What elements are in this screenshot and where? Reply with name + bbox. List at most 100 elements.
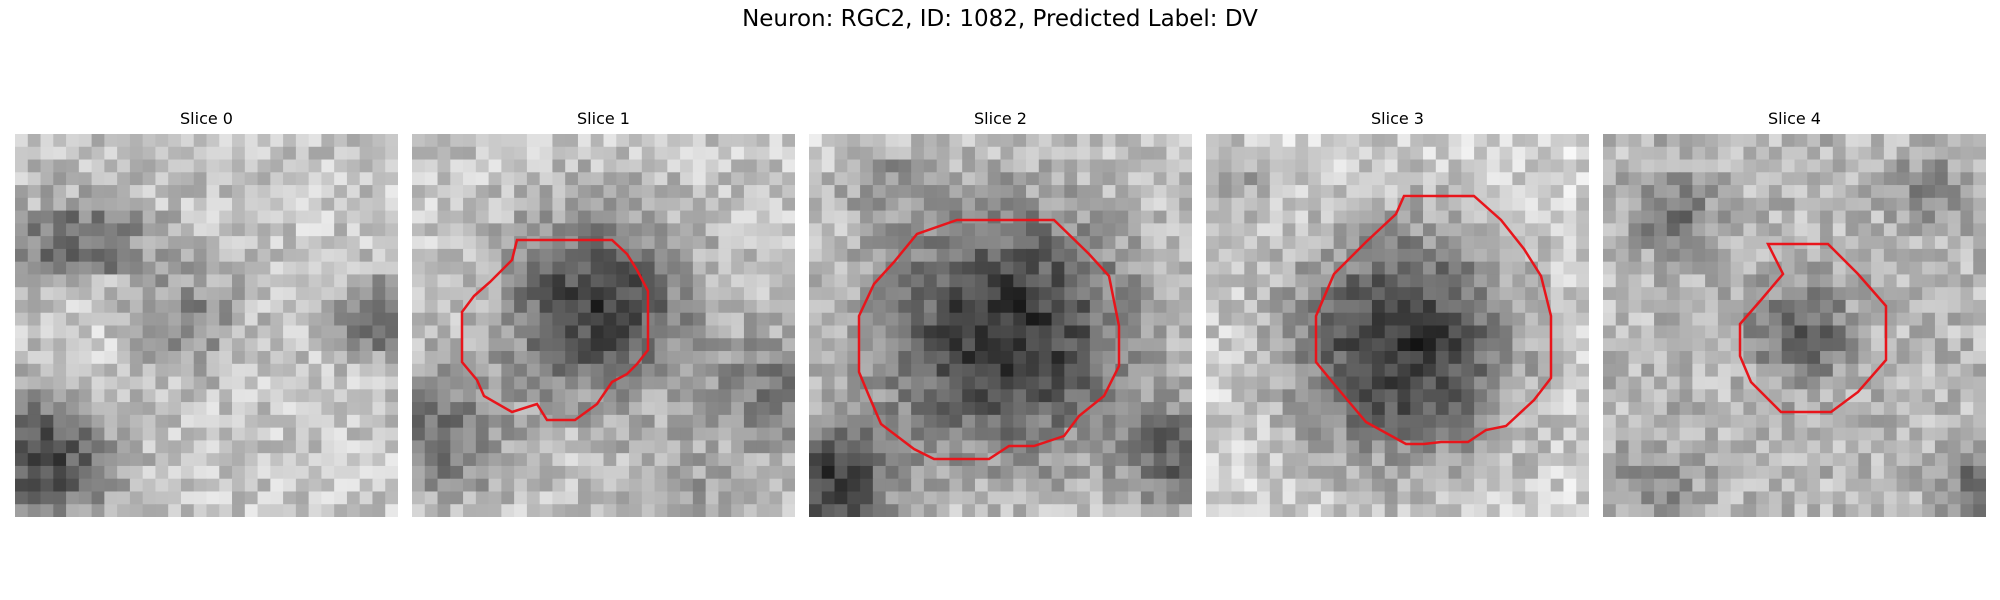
image-pixel bbox=[1397, 389, 1411, 403]
image-pixel bbox=[1128, 325, 1142, 339]
image-pixel bbox=[385, 185, 398, 199]
image-pixel bbox=[488, 465, 502, 480]
image-pixel bbox=[1499, 312, 1513, 327]
image-pixel bbox=[847, 363, 861, 378]
image-pixel bbox=[1064, 478, 1078, 493]
image-pixel bbox=[1550, 312, 1565, 327]
image-pixel bbox=[731, 134, 745, 148]
image-pixel bbox=[923, 376, 938, 390]
image-pixel bbox=[475, 210, 490, 224]
image-pixel bbox=[949, 491, 963, 505]
image-pixel bbox=[1295, 261, 1309, 276]
image-pixel bbox=[1089, 363, 1104, 378]
image-pixel bbox=[923, 363, 938, 378]
image-pixel bbox=[756, 172, 771, 186]
image-pixel bbox=[270, 427, 284, 441]
image-pixel bbox=[1435, 159, 1450, 173]
image-pixel bbox=[1666, 185, 1681, 199]
image-pixel bbox=[1615, 146, 1630, 161]
image-pixel bbox=[743, 414, 758, 429]
image-pixel bbox=[731, 197, 745, 212]
image-pixel bbox=[1410, 236, 1424, 250]
image-pixel bbox=[1231, 210, 1245, 224]
image-pixel bbox=[1973, 172, 1986, 186]
image-pixel bbox=[1820, 351, 1834, 365]
image-pixel bbox=[475, 504, 490, 517]
image-pixel bbox=[1781, 427, 1796, 441]
image-pixel bbox=[168, 312, 182, 327]
image-pixel bbox=[1206, 440, 1220, 454]
image-pixel bbox=[1423, 223, 1437, 237]
image-pixel bbox=[769, 325, 783, 339]
image-pixel bbox=[1013, 274, 1027, 288]
image-pixel bbox=[577, 376, 592, 390]
image-pixel bbox=[1537, 159, 1552, 173]
image-pixel bbox=[501, 287, 515, 301]
image-pixel bbox=[936, 414, 951, 429]
image-pixel bbox=[1692, 402, 1706, 416]
image-pixel bbox=[1679, 185, 1693, 199]
image-pixel bbox=[1026, 223, 1040, 237]
image-pixel bbox=[1743, 427, 1757, 441]
image-pixel bbox=[15, 389, 29, 403]
image-pixel bbox=[1692, 274, 1706, 288]
image-pixel bbox=[1077, 274, 1091, 288]
image-pixel bbox=[1179, 453, 1192, 467]
image-pixel bbox=[1320, 236, 1335, 250]
image-pixel bbox=[692, 134, 707, 148]
image-pixel bbox=[257, 197, 271, 212]
image-pixel bbox=[1128, 223, 1142, 237]
image-pixel bbox=[1295, 504, 1309, 517]
image-pixel bbox=[654, 402, 668, 416]
image-pixel bbox=[936, 389, 951, 403]
image-pixel bbox=[1679, 389, 1693, 403]
image-pixel bbox=[1000, 491, 1014, 505]
image-pixel bbox=[1781, 312, 1796, 327]
image-pixel bbox=[270, 185, 284, 199]
image-pixel bbox=[847, 338, 861, 352]
image-pixel bbox=[526, 210, 541, 224]
image-pixel bbox=[334, 389, 348, 403]
image-pixel bbox=[1051, 236, 1065, 250]
image-pixel bbox=[641, 134, 656, 148]
image-pixel bbox=[1973, 159, 1986, 173]
image-pixel bbox=[1615, 261, 1630, 276]
image-pixel bbox=[1512, 223, 1526, 237]
image-pixel bbox=[450, 210, 464, 224]
image-pixel bbox=[1563, 376, 1577, 390]
image-pixel bbox=[1244, 465, 1258, 480]
image-pixel bbox=[1115, 491, 1129, 505]
image-pixel bbox=[514, 134, 528, 148]
image-pixel bbox=[1320, 134, 1335, 148]
image-pixel bbox=[1346, 440, 1360, 454]
image-pixel bbox=[1448, 223, 1462, 237]
image-pixel bbox=[1883, 504, 1898, 517]
image-pixel bbox=[168, 146, 182, 161]
image-pixel bbox=[692, 325, 707, 339]
image-pixel bbox=[244, 134, 259, 148]
image-pixel bbox=[1615, 185, 1630, 199]
image-pixel bbox=[860, 427, 874, 441]
image-pixel bbox=[40, 185, 54, 199]
image-pixel bbox=[104, 312, 118, 327]
image-pixel bbox=[936, 325, 951, 339]
image-pixel bbox=[91, 197, 105, 212]
image-pixel bbox=[117, 172, 131, 186]
image-pixel bbox=[1947, 389, 1962, 403]
image-pixel bbox=[1603, 376, 1617, 390]
image-pixel bbox=[1756, 465, 1770, 480]
image-pixel bbox=[501, 389, 515, 403]
image-pixel bbox=[1641, 299, 1655, 314]
image-pixel bbox=[1615, 389, 1630, 403]
image-pixel bbox=[756, 274, 771, 288]
image-pixel bbox=[911, 453, 925, 467]
image-pixel bbox=[1871, 414, 1885, 429]
image-pixel bbox=[1474, 134, 1488, 148]
image-pixel bbox=[1166, 185, 1180, 199]
image-pixel bbox=[539, 427, 554, 441]
image-pixel bbox=[1692, 351, 1706, 365]
image-pixel bbox=[1218, 197, 1233, 212]
image-pixel bbox=[1102, 185, 1116, 199]
image-pixel bbox=[1499, 134, 1513, 148]
image-pixel bbox=[1563, 248, 1577, 263]
